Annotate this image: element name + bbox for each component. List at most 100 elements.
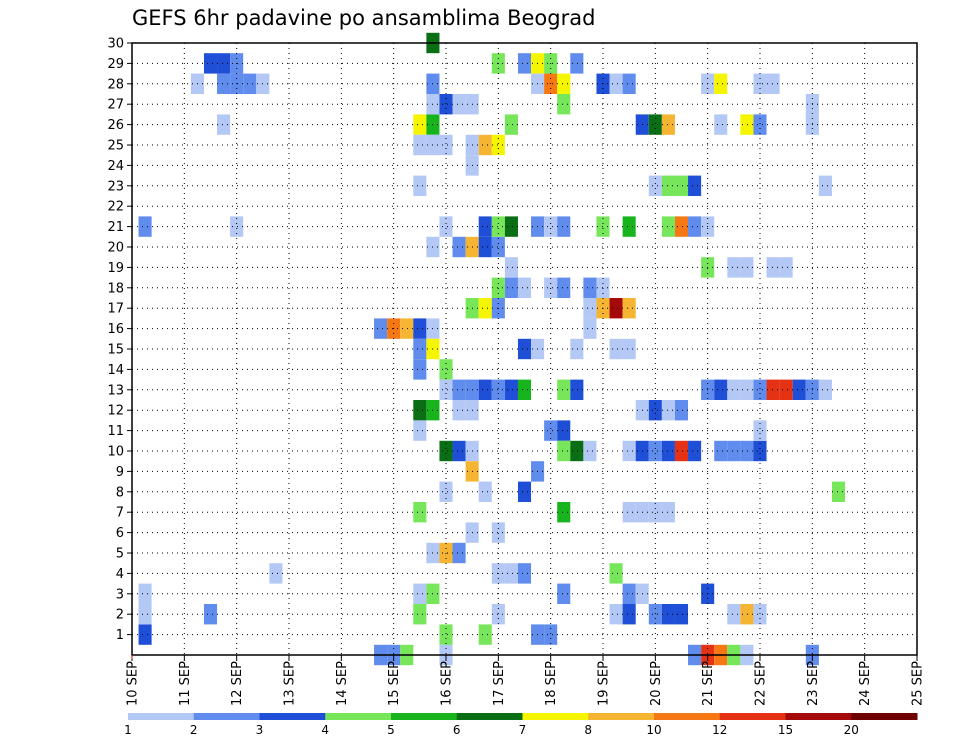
heatmap-cell: [544, 277, 558, 298]
y-tick-label: 27: [107, 98, 124, 113]
heatmap-cell: [622, 216, 636, 237]
colorbar-label: 4: [321, 723, 329, 737]
heatmap-cell: [557, 440, 571, 462]
heatmap-cell: [413, 359, 427, 380]
heatmap-cell: [557, 277, 571, 298]
heatmap-cell: [831, 481, 846, 502]
heatmap-cell: [766, 257, 780, 278]
y-tick-label: 18: [107, 281, 124, 296]
heatmap-cell: [714, 73, 728, 94]
heatmap-cell: [217, 114, 231, 135]
heatmap-cell: [544, 624, 558, 645]
heatmap-cell: [203, 604, 218, 625]
heatmap-cell: [740, 257, 754, 278]
y-tick-label: 17: [107, 302, 124, 317]
heatmap-cell: [727, 257, 741, 278]
heatmap-cell: [661, 502, 675, 523]
heatmap-cell: [138, 583, 152, 604]
heatmap-cell: [766, 379, 780, 400]
heatmap-cell: [661, 440, 675, 462]
x-tick-label: 16 SEP: [440, 661, 455, 706]
heatmap-cell: [138, 216, 152, 237]
y-tick-label: 11: [107, 424, 124, 439]
heatmap-cell: [439, 359, 453, 380]
heatmap-cell: [674, 400, 689, 421]
heatmap-cell: [452, 94, 466, 115]
x-tick-label: 10 SEP: [126, 661, 141, 706]
colorbar-label: 5: [387, 723, 395, 737]
data-cells: [138, 32, 846, 666]
heatmap-cell: [674, 175, 689, 196]
heatmap-cell: [753, 114, 767, 135]
heatmap-cell: [674, 440, 689, 462]
heatmap-cell: [478, 216, 492, 237]
heatmap-cell: [622, 338, 636, 360]
heatmap-cell: [648, 400, 662, 421]
heatmap-cell: [138, 604, 152, 625]
heatmap-cell: [570, 53, 584, 74]
heatmap-cell: [439, 481, 453, 502]
heatmap-cell: [583, 298, 597, 319]
heatmap-cell: [740, 440, 754, 462]
y-tick-label: 26: [107, 118, 124, 133]
colorbar-swatch: [522, 713, 589, 720]
heatmap-cell: [504, 379, 518, 400]
heatmap-cell: [269, 563, 283, 584]
heatmap-cell: [622, 604, 636, 625]
x-tick-label: 14 SEP: [335, 661, 350, 706]
heatmap-cell: [439, 134, 453, 156]
heatmap-cell: [544, 216, 558, 237]
heatmap-cell: [648, 502, 662, 523]
heatmap-cell: [753, 604, 767, 625]
heatmap-cell: [478, 134, 492, 156]
heatmap-cell: [583, 277, 597, 298]
y-tick-label: 22: [107, 200, 124, 215]
heatmap-cell: [452, 542, 466, 564]
heatmap-cell: [570, 379, 584, 400]
colorbar-swatch: [851, 713, 918, 720]
colorbar: 1 2 3 4 5 6 7 8 10 12 15 20: [124, 713, 918, 737]
heatmap-cell: [557, 94, 571, 115]
heatmap-cell: [491, 236, 505, 258]
heatmap-cell: [491, 379, 505, 400]
heatmap-cell: [478, 379, 492, 400]
colorbar-swatch: [259, 713, 326, 720]
y-tick-label: 8: [116, 485, 124, 500]
heatmap-cell: [740, 379, 754, 400]
heatmap-cell: [583, 318, 597, 339]
colorbar-label: 15: [778, 723, 793, 737]
heatmap-cell: [400, 318, 414, 339]
y-tick-label: 10: [107, 445, 124, 460]
heatmap-cell: [504, 114, 518, 135]
heatmap-cell: [557, 502, 571, 523]
heatmap-cell: [714, 440, 728, 462]
y-tick-label: 23: [107, 179, 124, 194]
heatmap-cell: [753, 379, 767, 400]
heatmap-cell: [413, 134, 427, 156]
colorbar-swatch: [456, 713, 523, 720]
heatmap-cell: [648, 114, 662, 135]
heatmap-cell: [491, 604, 505, 625]
y-axis: 1234567891011121314151617181920212223242…: [107, 37, 132, 643]
y-tick-label: 12: [107, 404, 124, 419]
heatmap-cell: [452, 236, 466, 258]
colorbar-swatch: [193, 713, 260, 720]
heatmap-cell: [544, 420, 558, 441]
colorbar-swatch: [128, 713, 195, 720]
x-axis: 10 SEP 11 SEP 12 SEP 13 SEP 14 SEP 15 SEP 16 S…: [126, 655, 926, 706]
y-tick-label: 30: [107, 37, 124, 52]
x-tick-label: 12 SEP: [230, 661, 245, 706]
heatmap-cell: [557, 379, 571, 400]
heatmap-cell: [622, 73, 636, 94]
y-tick-label: 7: [116, 506, 124, 521]
x-tick-label: 25 SEP: [911, 661, 926, 706]
heatmap-cell: [413, 175, 427, 196]
heatmap-cell: [217, 53, 231, 74]
heatmap-cell: [557, 216, 571, 237]
heatmap-cell: [517, 338, 532, 360]
heatmap-cell: [413, 604, 427, 625]
x-tick-label: 20 SEP: [649, 661, 664, 706]
heatmap-cell: [452, 379, 466, 400]
y-tick-label: 3: [116, 587, 124, 602]
